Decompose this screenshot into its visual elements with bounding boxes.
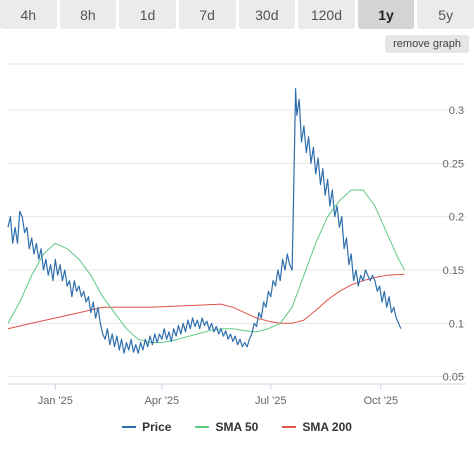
y-tick-label: 0.05 [443,372,464,384]
chart-legend: Price SMA 50 SMA 200 [0,420,474,434]
y-tick-label: 0.3 [449,105,464,117]
legend-swatch [195,426,210,428]
y-tick-label: 0.2 [449,212,464,224]
tab-7d[interactable]: 7d [178,0,236,29]
series-line-sma200 [7,273,405,330]
y-tick-label: 0.1 [449,318,464,330]
x-tick-label: Apr '25 [145,395,180,407]
series-line-price [7,88,402,354]
tab-4h[interactable]: 4h [0,0,57,29]
tab-1y[interactable]: 1y [357,0,415,29]
tab-8h[interactable]: 8h [59,0,117,29]
y-tick-label: 0.15 [443,265,464,277]
tab-120d[interactable]: 120d [298,0,355,29]
legend-swatch [282,426,297,428]
legend-item-price[interactable]: Price [122,420,171,434]
legend-label: Price [142,420,172,434]
legend-item-sma200[interactable]: SMA 200 [282,420,352,434]
tab-30d[interactable]: 30d [238,0,296,29]
timeframe-tabs: 4h 8h 1d 7d 30d 120d 1y 5y [0,0,474,29]
legend-label: SMA 200 [302,420,352,434]
series-line-sma50 [7,189,405,343]
y-tick-label: 0.25 [443,158,464,170]
x-tick-label: Oct '25 [364,395,399,407]
x-tick-label: Jan '25 [38,395,73,407]
legend-item-sma50[interactable]: SMA 50 [195,420,258,434]
legend-label: SMA 50 [215,420,259,434]
tab-5y[interactable]: 5y [417,0,474,29]
remove-graph-button[interactable]: remove graph [385,35,469,53]
legend-swatch [122,426,137,428]
tab-1d[interactable]: 1d [119,0,176,29]
price-chart: 0.05 0.1 0.15 0.2 0.25 0.3 Jan '25 Apr '25 Jul '… [7,63,466,407]
x-tick-label: Jul '25 [255,395,286,407]
